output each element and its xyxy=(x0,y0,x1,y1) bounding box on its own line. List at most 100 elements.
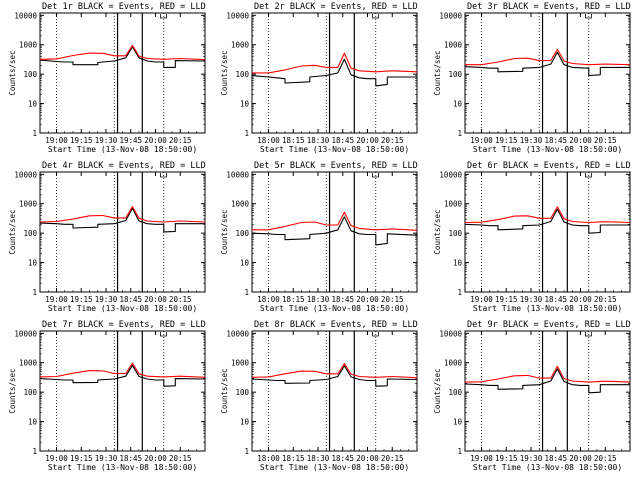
x-tick-label: 20:15 xyxy=(594,136,617,145)
panel-det-8: Det 8r BLACK = Events, RED = LLD 1 10 100 10… xyxy=(220,320,418,472)
series-line-events xyxy=(251,58,417,87)
x-tick-label: 20:15 xyxy=(381,454,404,463)
x-tick-label: 19:15 xyxy=(495,454,518,463)
y-tick-label: 10 xyxy=(453,100,463,109)
chart-title: Det 9r BLACK = Events, RED = LLD xyxy=(467,320,631,330)
x-tick-label: 19:30 xyxy=(520,295,543,304)
x-axis-label: Start Time (13-Nov-08 18:50:00) xyxy=(260,463,409,472)
x-tick-label: 19:30 xyxy=(520,454,543,463)
x-tick-label: 19:30 xyxy=(95,136,118,145)
x-tick-label: 19:15 xyxy=(70,454,93,463)
x-tick-label: 20:00 xyxy=(569,136,592,145)
x-tick-label: 19:45 xyxy=(119,136,142,145)
x-axis-label: Start Time (13-Nov-08 18:50:00) xyxy=(473,304,622,313)
y-tick-label: 10 xyxy=(453,418,463,427)
plot-frame xyxy=(464,12,631,134)
y-axis-label: Counts/sec xyxy=(220,209,229,254)
x-axis-label: Start Time (13-Nov-08 18:50:00) xyxy=(48,463,197,472)
y-tick-label: 10000 xyxy=(14,329,37,338)
x-tick-label: 18:15 xyxy=(282,136,305,145)
y-tick-label: 1000 xyxy=(231,359,250,368)
y-tick-label: 10000 xyxy=(226,170,249,179)
y-tick-label: 1 xyxy=(32,129,37,138)
x-tick-label: 19:00 xyxy=(470,295,493,304)
x-axis-label: Start Time (13-Nov-08 18:50:00) xyxy=(48,304,197,313)
plot-frame xyxy=(251,12,418,134)
x-tick-label: 19:30 xyxy=(520,136,543,145)
y-tick-label: 1 xyxy=(457,129,462,138)
x-tick-label: 18:00 xyxy=(257,295,280,304)
y-tick-label: 1 xyxy=(244,447,249,456)
series-line-events xyxy=(39,364,206,387)
panel-det-2: Det 2r BLACK = Events, RED = LLD 1 10 100 10… xyxy=(220,2,418,154)
y-axis-label: Counts/sec xyxy=(433,368,442,413)
marker-box xyxy=(585,14,592,19)
x-tick-label: 20:15 xyxy=(169,295,192,304)
x-tick-label: 19:15 xyxy=(495,295,518,304)
x-tick-label: 18:00 xyxy=(257,454,280,463)
x-tick-label: 20:15 xyxy=(381,136,404,145)
y-tick-label: 10 xyxy=(28,418,38,427)
x-tick-label: 19:00 xyxy=(45,136,68,145)
series-line-events xyxy=(464,51,630,77)
marker-box xyxy=(585,332,592,337)
series-line-lld xyxy=(39,206,206,223)
chart-title: Det 7r BLACK = Events, RED = LLD xyxy=(42,320,206,330)
x-tick-label: 18:45 xyxy=(544,295,567,304)
y-axis-label: Counts/sec xyxy=(433,209,442,254)
series-line-lld xyxy=(464,365,631,383)
y-tick-label: 1000 xyxy=(444,359,463,368)
y-tick-label: 1 xyxy=(32,447,37,456)
y-tick-label: 10000 xyxy=(439,170,462,179)
x-tick-label: 20:00 xyxy=(144,454,167,463)
panel-det-1: Det 1r BLACK = Events, RED = LLD 1 10 100 10… xyxy=(8,2,206,154)
series-line-lld xyxy=(39,362,206,378)
y-tick-label: 1 xyxy=(457,447,462,456)
x-tick-label: 20:00 xyxy=(144,136,167,145)
y-tick-label: 10000 xyxy=(226,329,249,338)
plot-frame xyxy=(464,330,631,452)
x-tick-label: 20:00 xyxy=(356,136,379,145)
x-tick-label: 20:00 xyxy=(569,295,592,304)
x-tick-label: 19:30 xyxy=(95,454,118,463)
y-tick-label: 100 xyxy=(235,388,249,397)
y-tick-label: 10 xyxy=(28,100,38,109)
x-tick-label: 20:15 xyxy=(381,295,404,304)
chart-title: Det 1r BLACK = Events, RED = LLD xyxy=(42,2,206,12)
y-tick-label: 10000 xyxy=(439,11,462,20)
x-tick-label: 20:00 xyxy=(356,295,379,304)
y-tick-label: 1000 xyxy=(231,41,250,50)
x-tick-label: 19:00 xyxy=(470,454,493,463)
plot-frame xyxy=(39,330,206,452)
y-tick-label: 10000 xyxy=(14,11,37,20)
y-tick-label: 100 xyxy=(23,70,37,79)
y-tick-label: 10000 xyxy=(226,11,249,20)
x-tick-label: 18:15 xyxy=(282,295,305,304)
y-tick-label: 1000 xyxy=(231,200,250,209)
chart-title: Det 8r BLACK = Events, RED = LLD xyxy=(254,320,418,330)
x-tick-label: 19:15 xyxy=(495,136,518,145)
y-tick-label: 1 xyxy=(32,288,37,297)
series-line-lld xyxy=(251,363,418,379)
y-axis-label: Counts/sec xyxy=(8,209,17,254)
series-line-lld xyxy=(464,206,631,224)
series-line-events xyxy=(464,208,630,234)
marker-box xyxy=(372,173,379,178)
panel-det-5: Det 5r BLACK = Events, RED = LLD 1 10 100 10… xyxy=(220,161,418,313)
y-tick-label: 10000 xyxy=(439,329,462,338)
x-tick-label: 20:00 xyxy=(569,454,592,463)
series-line-lld xyxy=(465,48,631,66)
y-tick-label: 1 xyxy=(244,288,249,297)
y-tick-label: 10 xyxy=(240,418,250,427)
y-tick-label: 100 xyxy=(23,229,37,238)
y-tick-label: 1000 xyxy=(19,200,38,209)
y-axis-label: Counts/sec xyxy=(8,368,17,413)
y-tick-label: 100 xyxy=(448,70,462,79)
x-axis-label: Start Time (13-Nov-08 18:50:00) xyxy=(260,145,409,154)
marker-box xyxy=(372,332,379,337)
chart-title: Det 5r BLACK = Events, RED = LLD xyxy=(254,161,418,171)
plot-frame xyxy=(39,171,206,293)
plot-frame xyxy=(251,330,418,452)
y-tick-label: 100 xyxy=(448,229,462,238)
